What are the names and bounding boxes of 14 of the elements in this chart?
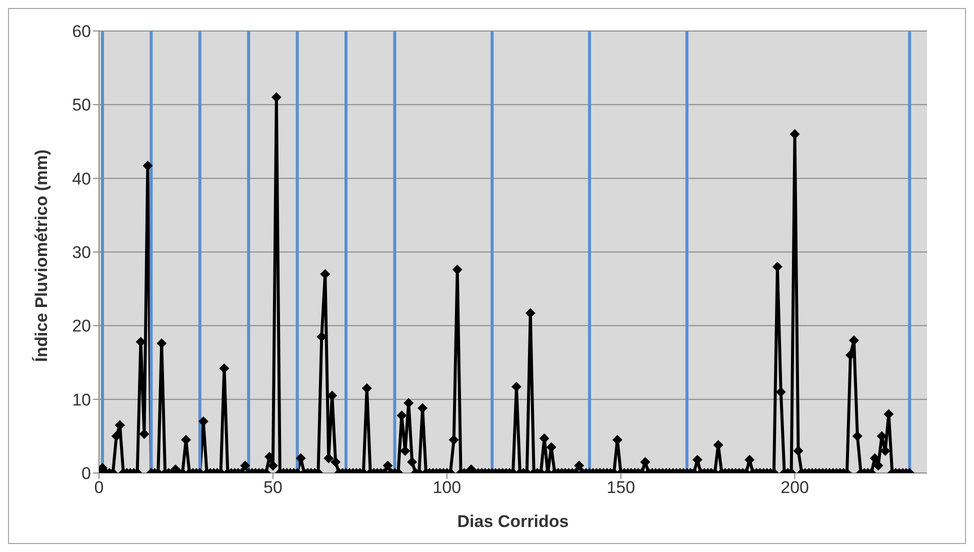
y-tick-label: 0: [82, 464, 91, 484]
x-tick-label: 150: [606, 478, 636, 498]
x-axis-title: Dias Corridos: [457, 512, 569, 531]
x-tick-label: 100: [432, 478, 462, 498]
y-tick-label: 40: [72, 169, 91, 188]
y-tick-label: 20: [72, 316, 91, 336]
y-axis-title: Índice Pluviométrico (mm): [31, 149, 52, 362]
y-tick-label: 10: [72, 390, 91, 410]
x-tick-label: 0: [94, 478, 104, 498]
y-tick-label: 50: [72, 96, 91, 115]
x-tick-label: 200: [780, 478, 809, 498]
x-tick-label: 50: [263, 478, 282, 498]
y-tick-label: 30: [72, 243, 91, 262]
y-tick-label: 60: [72, 22, 91, 42]
